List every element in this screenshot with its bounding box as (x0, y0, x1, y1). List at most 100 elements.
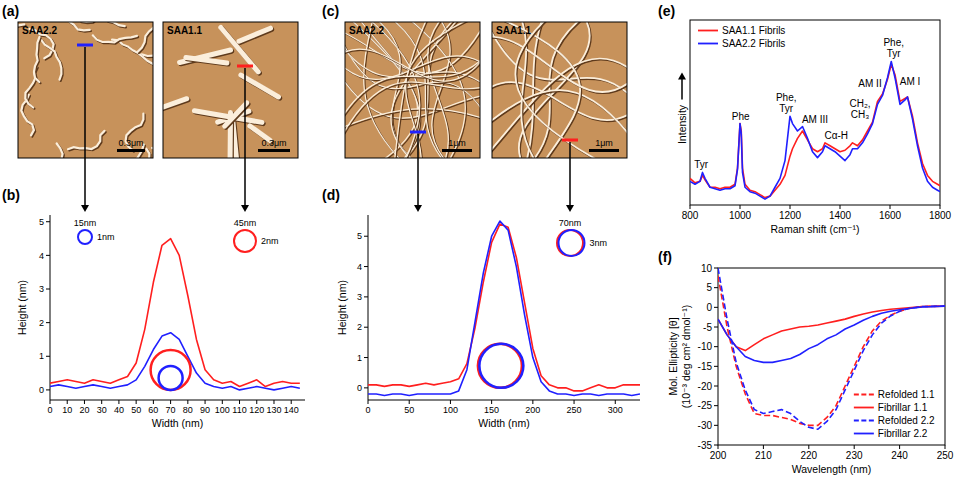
inset-width-label: 45nm (234, 218, 257, 228)
scale-bar-label: 1μm (448, 138, 466, 148)
fibril (492, 37, 627, 93)
arrow-head (566, 205, 574, 212)
y-tick-label: -20 (698, 381, 713, 392)
fibril (186, 58, 227, 63)
y-axis (368, 215, 369, 400)
x-tick-label: 130 (266, 405, 281, 415)
peak-label: Cα-H (824, 130, 848, 141)
afm-background (18, 22, 153, 158)
scale-bar-label: 1μm (595, 138, 613, 148)
image-border (18, 22, 153, 158)
image-label: SAA1.1 (167, 25, 202, 36)
fibril (492, 82, 627, 120)
fibril (345, 49, 480, 81)
y-axis-title: Height (nm) (16, 280, 28, 335)
arrow-shaft (244, 158, 246, 206)
scale-bar-label: 0.3μm (118, 138, 143, 148)
plot-area (50, 239, 300, 390)
image-label: SAA2.2 (22, 25, 57, 36)
fibril (515, 22, 602, 158)
peak-label: CH₂,CH₃ (849, 98, 870, 120)
y-tick (46, 389, 50, 390)
y-tick (364, 236, 368, 237)
image-label: SAA2.2 (349, 25, 384, 36)
x-tick-label: 800 (682, 210, 699, 221)
profile-marker (237, 65, 253, 68)
x-tick-label: 1200 (779, 210, 802, 221)
x-tick-label: 100 (215, 405, 230, 415)
scale-bar (258, 149, 290, 152)
x-tick-label: 80 (183, 405, 193, 415)
afm-image (345, 22, 480, 158)
peak-label-line: Tyr (694, 159, 709, 170)
chart-panel: (f)200210220230240250-35-30-25-20-15-10-… (658, 249, 954, 475)
x-tick-label: 1400 (829, 210, 852, 221)
y-tick (714, 405, 718, 406)
pointer-line (84, 47, 86, 158)
y-tick (364, 266, 368, 267)
peak-label: AM I (900, 76, 921, 87)
x-tick (890, 205, 891, 209)
x-tick (67, 400, 68, 404)
panel-label: (b) (2, 187, 20, 203)
y-tick (714, 346, 718, 347)
panel-label: (c) (322, 3, 339, 19)
peak-label-line: Phe, (883, 37, 904, 48)
peak-label: Tyr (694, 159, 709, 170)
fibril (345, 82, 480, 139)
y-tick (46, 322, 50, 323)
x-tick-label: 220 (800, 450, 817, 461)
peak-label: Phe,Tyr (776, 92, 797, 114)
scale-bar (117, 149, 145, 152)
x-tick-label: 200 (710, 450, 727, 461)
x-tick (808, 445, 809, 449)
peak-label-line: Cα-H (824, 130, 848, 141)
x-tick (222, 400, 223, 404)
x-tick (205, 400, 206, 404)
x-tick-label: 230 (846, 450, 863, 461)
y-tick-label: 5 (706, 282, 712, 293)
cross-section-circle (479, 344, 523, 388)
legend-label: Fibrillar 2.2 (878, 428, 928, 439)
y-tick (364, 387, 368, 388)
x-tick (574, 400, 575, 404)
x-tick (854, 445, 855, 449)
image-border (492, 22, 627, 158)
scale-bar (442, 149, 472, 152)
x-tick (368, 400, 369, 404)
y-tick (714, 386, 718, 387)
x-tick-label: 60 (148, 405, 158, 415)
x-tick (945, 445, 946, 449)
panel-label: (e) (658, 3, 675, 19)
pointer-line (244, 68, 246, 158)
x-tick (763, 445, 764, 449)
fibril (241, 75, 279, 97)
fibril (93, 35, 137, 42)
y-tick-label: -30 (698, 420, 713, 431)
series-line (368, 224, 640, 391)
y-tick (364, 327, 368, 328)
fibril (163, 99, 187, 110)
x-tick-label: 250 (567, 405, 582, 415)
panel-label: (d) (322, 187, 340, 203)
x-tick-label: 150 (484, 405, 499, 415)
x-tick-label: 20 (79, 405, 89, 415)
fibril (496, 22, 580, 158)
afm-image (492, 22, 627, 158)
y-title-line: Height (nm) (336, 280, 348, 335)
afm-image (18, 22, 153, 158)
y-title-line: Height (nm) (16, 280, 28, 335)
inset-height-label: 1nm (97, 232, 115, 242)
fibril (34, 144, 63, 159)
y-tick-label: 4 (39, 251, 44, 261)
x-tick-label: 1800 (929, 210, 952, 221)
y-tick-label: 5 (357, 231, 362, 241)
arrow-head (241, 205, 249, 212)
profile-marker (77, 44, 93, 47)
pointer-line (569, 142, 571, 158)
y-tick-label: 0 (39, 385, 44, 395)
peak-label-line: AM III (802, 114, 828, 125)
profile-marker (410, 131, 426, 134)
inset-height-label: 3nm (590, 238, 608, 248)
y-tick-label: -25 (698, 400, 713, 411)
